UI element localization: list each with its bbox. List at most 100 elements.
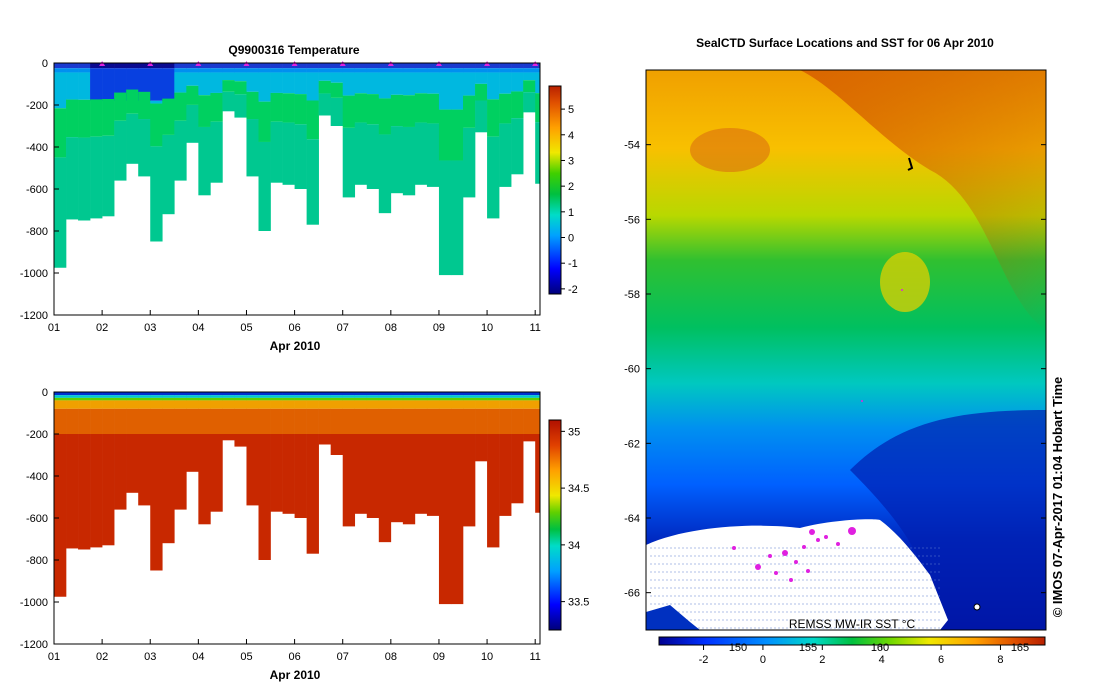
profile-layer (54, 392, 67, 396)
salinity-y-ticks: 0 -200 -400 -600 -800 -1000 -1200 (20, 387, 59, 651)
track-marker-north (907, 157, 914, 171)
profile-layer (246, 434, 259, 506)
profile-layer (318, 392, 331, 396)
profile-layer (402, 68, 416, 73)
profile-layer (258, 408, 271, 434)
profile-layer (210, 434, 223, 512)
colorbar-tick-label: 3 (568, 155, 574, 167)
profile-layer (150, 408, 163, 434)
profile-layer (126, 395, 139, 398)
profile-layer (258, 397, 271, 401)
profile-layer (102, 434, 115, 546)
profile-column (222, 63, 235, 112)
x-tick-label: 11 (529, 322, 540, 334)
profile-layer (318, 80, 331, 94)
profile-layer (354, 63, 368, 69)
sst-colorbar (658, 636, 1046, 646)
profile-layer (114, 120, 127, 181)
profile-layer (511, 91, 524, 119)
profile-layer (499, 400, 512, 409)
profile-layer (258, 101, 271, 142)
profile-layer (342, 68, 356, 73)
y-tick-label: -400 (26, 471, 48, 483)
profile-layer (511, 118, 524, 175)
profile-layer (390, 395, 404, 398)
profile-column (150, 63, 163, 242)
profile-layer (523, 395, 536, 398)
profile-layer (90, 68, 103, 101)
profile-layer (499, 434, 512, 516)
profile-layer (535, 397, 540, 401)
profile-layer (450, 109, 464, 161)
profile-layer (126, 434, 139, 493)
profile-layer (282, 122, 295, 185)
profile-layer (294, 400, 307, 409)
surface-location-point (755, 564, 761, 570)
surface-location-point (806, 569, 810, 573)
profile-layer (426, 397, 440, 401)
profile-layer (318, 93, 331, 116)
profile-layer (523, 80, 536, 93)
profile-layer (138, 392, 151, 396)
profile-layer (186, 68, 199, 73)
profile-layer (282, 93, 295, 123)
profile-layer (282, 395, 295, 398)
profile-layer (354, 93, 368, 123)
profile-layer (90, 99, 103, 137)
profile-layer (90, 434, 103, 548)
temperature-section-plot (54, 63, 540, 276)
temperature-x-ticks: 01 02 03 04 05 06 07 08 09 10 11 (48, 310, 541, 334)
profile-layer (78, 395, 91, 398)
profile-layer (186, 392, 199, 396)
x-tick-label: 10 (481, 322, 493, 334)
profile-layer (438, 160, 452, 276)
profile-layer (294, 63, 307, 69)
profile-layer (499, 72, 512, 94)
x-tick-label: 05 (240, 322, 252, 334)
profile-layer (198, 400, 211, 409)
profile-layer (438, 109, 452, 161)
profile-layer (234, 434, 247, 447)
profile-column (102, 63, 115, 217)
profile-column (126, 392, 139, 493)
profile-layer (330, 392, 344, 396)
profile-layer (54, 408, 67, 434)
profile-layer (438, 63, 452, 69)
profile-layer (78, 392, 91, 396)
profile-layer (487, 99, 500, 137)
profile-layer (246, 72, 259, 92)
x-tick-label: 03 (144, 651, 156, 663)
profile-layer (198, 397, 211, 401)
profile-layer (523, 400, 536, 409)
profile-layer (378, 72, 392, 99)
profile-column (90, 392, 103, 548)
profile-layer (246, 119, 259, 177)
profile-layer (78, 408, 91, 434)
profile-layer (378, 397, 392, 401)
profile-layer (450, 68, 464, 73)
profile-layer (330, 97, 344, 126)
profile-column (186, 63, 199, 143)
profile-layer (66, 68, 79, 73)
profile-column (138, 63, 151, 177)
profile-layer (114, 392, 127, 396)
profile-column (114, 63, 127, 181)
profile-layer (499, 68, 512, 73)
profile-column (511, 392, 524, 504)
profile-layer (535, 400, 540, 409)
profile-column (438, 63, 452, 276)
temperature-colorbar (548, 85, 562, 295)
profile-layer (114, 434, 127, 510)
profile-layer (54, 397, 67, 401)
profile-layer (499, 395, 512, 398)
profile-layer (390, 408, 404, 434)
profile-layer (523, 408, 536, 434)
colorbar-tick-label: 2 (568, 181, 574, 193)
warm-water-region (800, 70, 1046, 330)
profile-layer (318, 397, 331, 401)
profile-layer (402, 400, 416, 409)
profile-layer (475, 63, 488, 69)
profile-layer (499, 397, 512, 401)
profile-layer (210, 121, 223, 183)
colorbar-tick-label: 0 (568, 233, 574, 245)
